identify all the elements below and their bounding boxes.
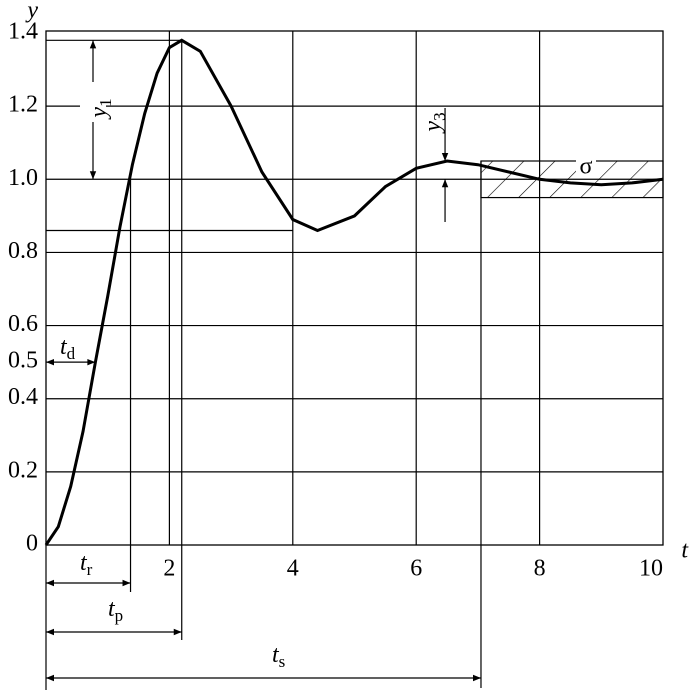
x-axis-label: t — [681, 538, 689, 564]
rise-label: tr — [80, 550, 93, 579]
sigma-label: σ — [580, 154, 593, 180]
overshoot-label-sub: 1 — [96, 98, 115, 107]
y-tick-label: 0.4 — [8, 384, 38, 410]
y-tick-label: 1.4 — [8, 19, 38, 45]
peak-time-label-main: t — [108, 596, 116, 622]
plot-frame — [45, 30, 664, 546]
x-tick-label: 4 — [287, 556, 299, 582]
tolerance-band — [480, 160, 664, 199]
third-peak-label: y3 — [420, 112, 449, 133]
y-tick-label: 0.6 — [8, 311, 38, 337]
delay-label-sub: d — [67, 344, 76, 363]
settling-label-main: t — [272, 642, 280, 668]
y-tick-label: 1.2 — [8, 92, 38, 118]
y-tick-label: 0.8 — [8, 238, 38, 264]
y-axis-label: y — [25, 0, 38, 24]
settling-label-sub: s — [279, 652, 286, 671]
delay-label-main: t — [60, 334, 68, 360]
x-tick-label: 2 — [163, 556, 175, 582]
y1-bg — [80, 82, 106, 122]
third-peak-label-main: y — [420, 121, 446, 134]
y-tick-label: 0 — [26, 531, 38, 557]
y-tick-label: 0.5 — [8, 348, 38, 374]
rise-label-main: t — [80, 550, 88, 576]
y-tick-label: 0.2 — [8, 457, 38, 483]
overshoot-label: y1 — [86, 98, 115, 119]
sigma-bg — [576, 156, 596, 178]
response-curve — [44, 38, 664, 546]
x-tick-label: 8 — [534, 556, 546, 582]
x-tick-label: 6 — [410, 556, 422, 582]
delay-label: td — [60, 334, 76, 363]
y-tick-label: 1.0 — [8, 165, 38, 191]
peak-time-label: tp — [108, 596, 123, 625]
x-tick-label: 10 — [639, 556, 663, 582]
peak-time-label-sub: p — [115, 606, 124, 625]
third-peak-label-sub: 3 — [430, 112, 449, 121]
settling-label: ts — [272, 642, 285, 671]
rise-label-sub: r — [87, 560, 93, 579]
overshoot-label-main: y — [86, 107, 112, 120]
